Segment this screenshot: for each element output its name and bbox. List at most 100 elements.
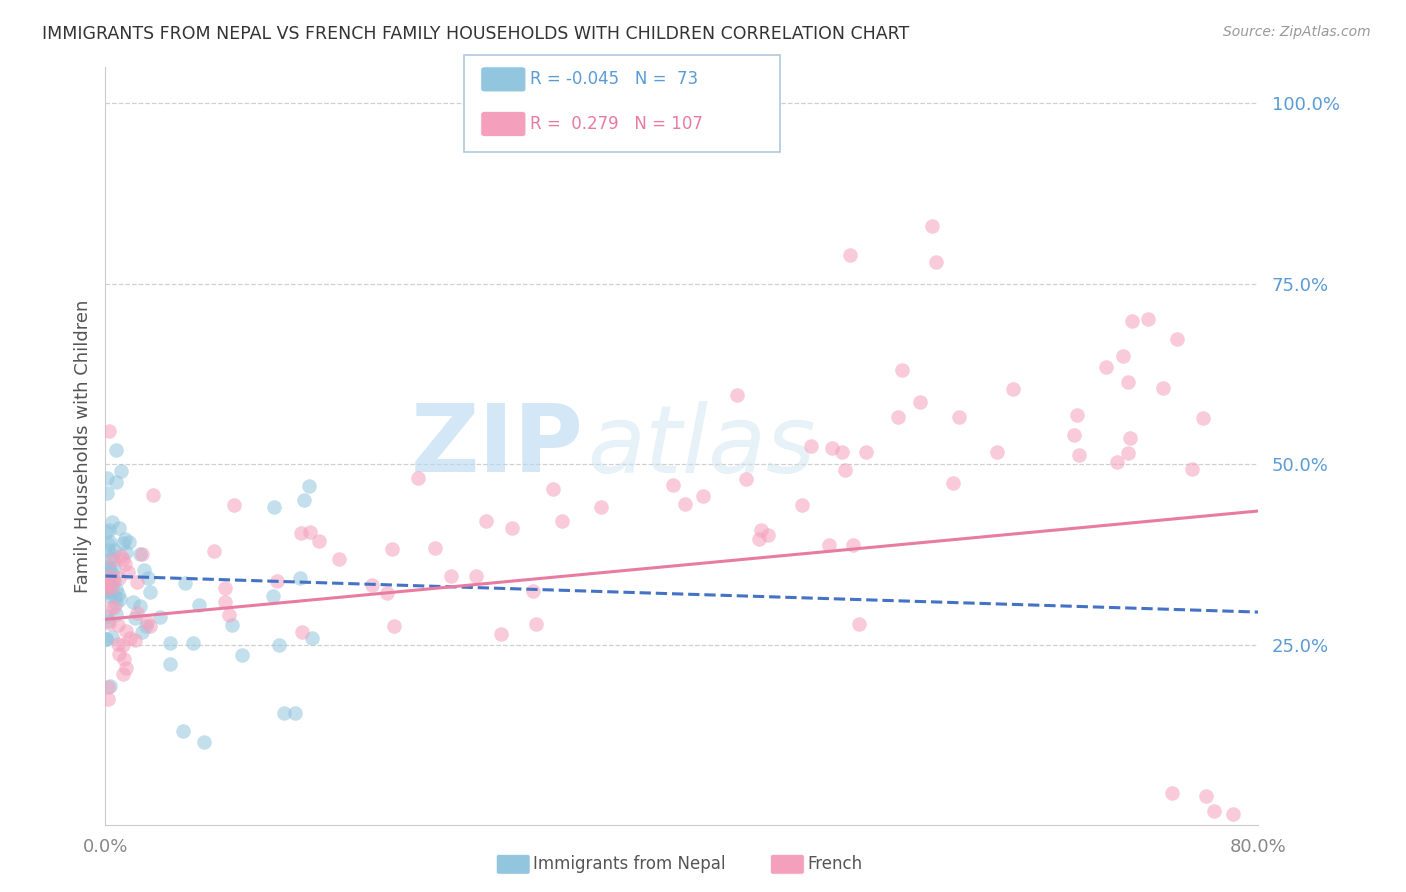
Text: R = -0.045   N =  73: R = -0.045 N = 73	[530, 70, 699, 88]
Point	[103, 574, 125, 588]
Point	[97, 523, 120, 537]
Point	[96, 578, 118, 592]
Point	[107, 521, 129, 535]
Point	[98, 679, 121, 693]
Point	[139, 585, 162, 599]
Point	[181, 636, 204, 650]
Point	[910, 394, 932, 409]
Point	[112, 535, 135, 549]
Point	[112, 638, 135, 652]
Point	[328, 552, 350, 566]
Point	[501, 521, 523, 535]
Point	[96, 681, 118, 695]
Point	[273, 706, 295, 721]
Point	[103, 591, 125, 605]
Point	[756, 528, 779, 542]
Point	[1095, 359, 1118, 374]
Point	[1118, 446, 1140, 460]
Point	[948, 410, 970, 425]
Point	[1222, 807, 1244, 822]
Point	[1105, 455, 1128, 469]
Point	[101, 515, 124, 529]
Point	[218, 608, 240, 623]
Point	[292, 493, 315, 508]
Point	[96, 525, 118, 540]
Point	[107, 617, 129, 632]
Point	[790, 499, 813, 513]
Point	[127, 607, 149, 621]
Text: IMMIGRANTS FROM NEPAL VS FRENCH FAMILY HOUSEHOLDS WITH CHILDREN CORRELATION CHAR: IMMIGRANTS FROM NEPAL VS FRENCH FAMILY H…	[42, 25, 910, 43]
Point	[1121, 314, 1143, 328]
Point	[97, 537, 120, 551]
Point	[267, 638, 290, 652]
Point	[290, 571, 312, 585]
Point	[96, 632, 118, 647]
Point	[1161, 786, 1184, 800]
Point	[115, 545, 138, 559]
Point	[104, 475, 127, 489]
Point	[839, 247, 862, 261]
Point	[361, 578, 384, 592]
Point	[101, 567, 124, 582]
Point	[96, 574, 118, 589]
Point	[1195, 789, 1218, 804]
Point	[96, 486, 118, 500]
Point	[97, 692, 120, 706]
Point	[100, 550, 122, 565]
Point	[1067, 448, 1090, 462]
Point	[1166, 332, 1188, 346]
Point	[103, 548, 125, 562]
Y-axis label: Family Households with Children: Family Households with Children	[73, 300, 91, 592]
Point	[214, 595, 236, 609]
Point	[112, 652, 135, 666]
Point	[114, 660, 136, 674]
Point	[725, 388, 748, 402]
Point	[135, 619, 157, 633]
Point	[96, 609, 118, 624]
Point	[124, 633, 146, 648]
Point	[465, 569, 488, 583]
Point	[749, 523, 772, 537]
Point	[231, 648, 253, 662]
Point	[1066, 409, 1088, 423]
Point	[673, 497, 696, 511]
Point	[1152, 381, 1174, 395]
Point	[149, 610, 172, 624]
Text: Immigrants from Nepal: Immigrants from Nepal	[533, 855, 725, 873]
Text: R =  0.279   N = 107: R = 0.279 N = 107	[530, 115, 703, 133]
Point	[97, 543, 120, 558]
Point	[524, 616, 547, 631]
Point	[108, 592, 131, 607]
Point	[1181, 461, 1204, 475]
Point	[97, 615, 120, 630]
Point	[105, 582, 128, 597]
Point	[114, 624, 136, 639]
Point	[692, 489, 714, 503]
Point	[98, 534, 121, 549]
Point	[114, 532, 136, 546]
Point	[100, 576, 122, 591]
Point	[122, 594, 145, 608]
Text: atlas: atlas	[588, 401, 815, 491]
Point	[474, 514, 496, 528]
Point	[139, 619, 162, 633]
Point	[105, 607, 128, 621]
Point	[489, 627, 512, 641]
Point	[891, 363, 914, 377]
Point	[748, 532, 770, 546]
Point	[301, 631, 323, 645]
Point	[204, 544, 226, 558]
Point	[96, 471, 118, 485]
Point	[440, 568, 463, 582]
Point	[1192, 411, 1215, 425]
Point	[97, 584, 120, 599]
Point	[101, 572, 124, 586]
Point	[820, 441, 842, 455]
Point	[117, 535, 139, 549]
Point	[111, 552, 134, 566]
Point	[425, 541, 447, 555]
Point	[1063, 428, 1085, 442]
Point	[111, 666, 134, 681]
Point	[222, 499, 245, 513]
Point	[96, 585, 118, 599]
